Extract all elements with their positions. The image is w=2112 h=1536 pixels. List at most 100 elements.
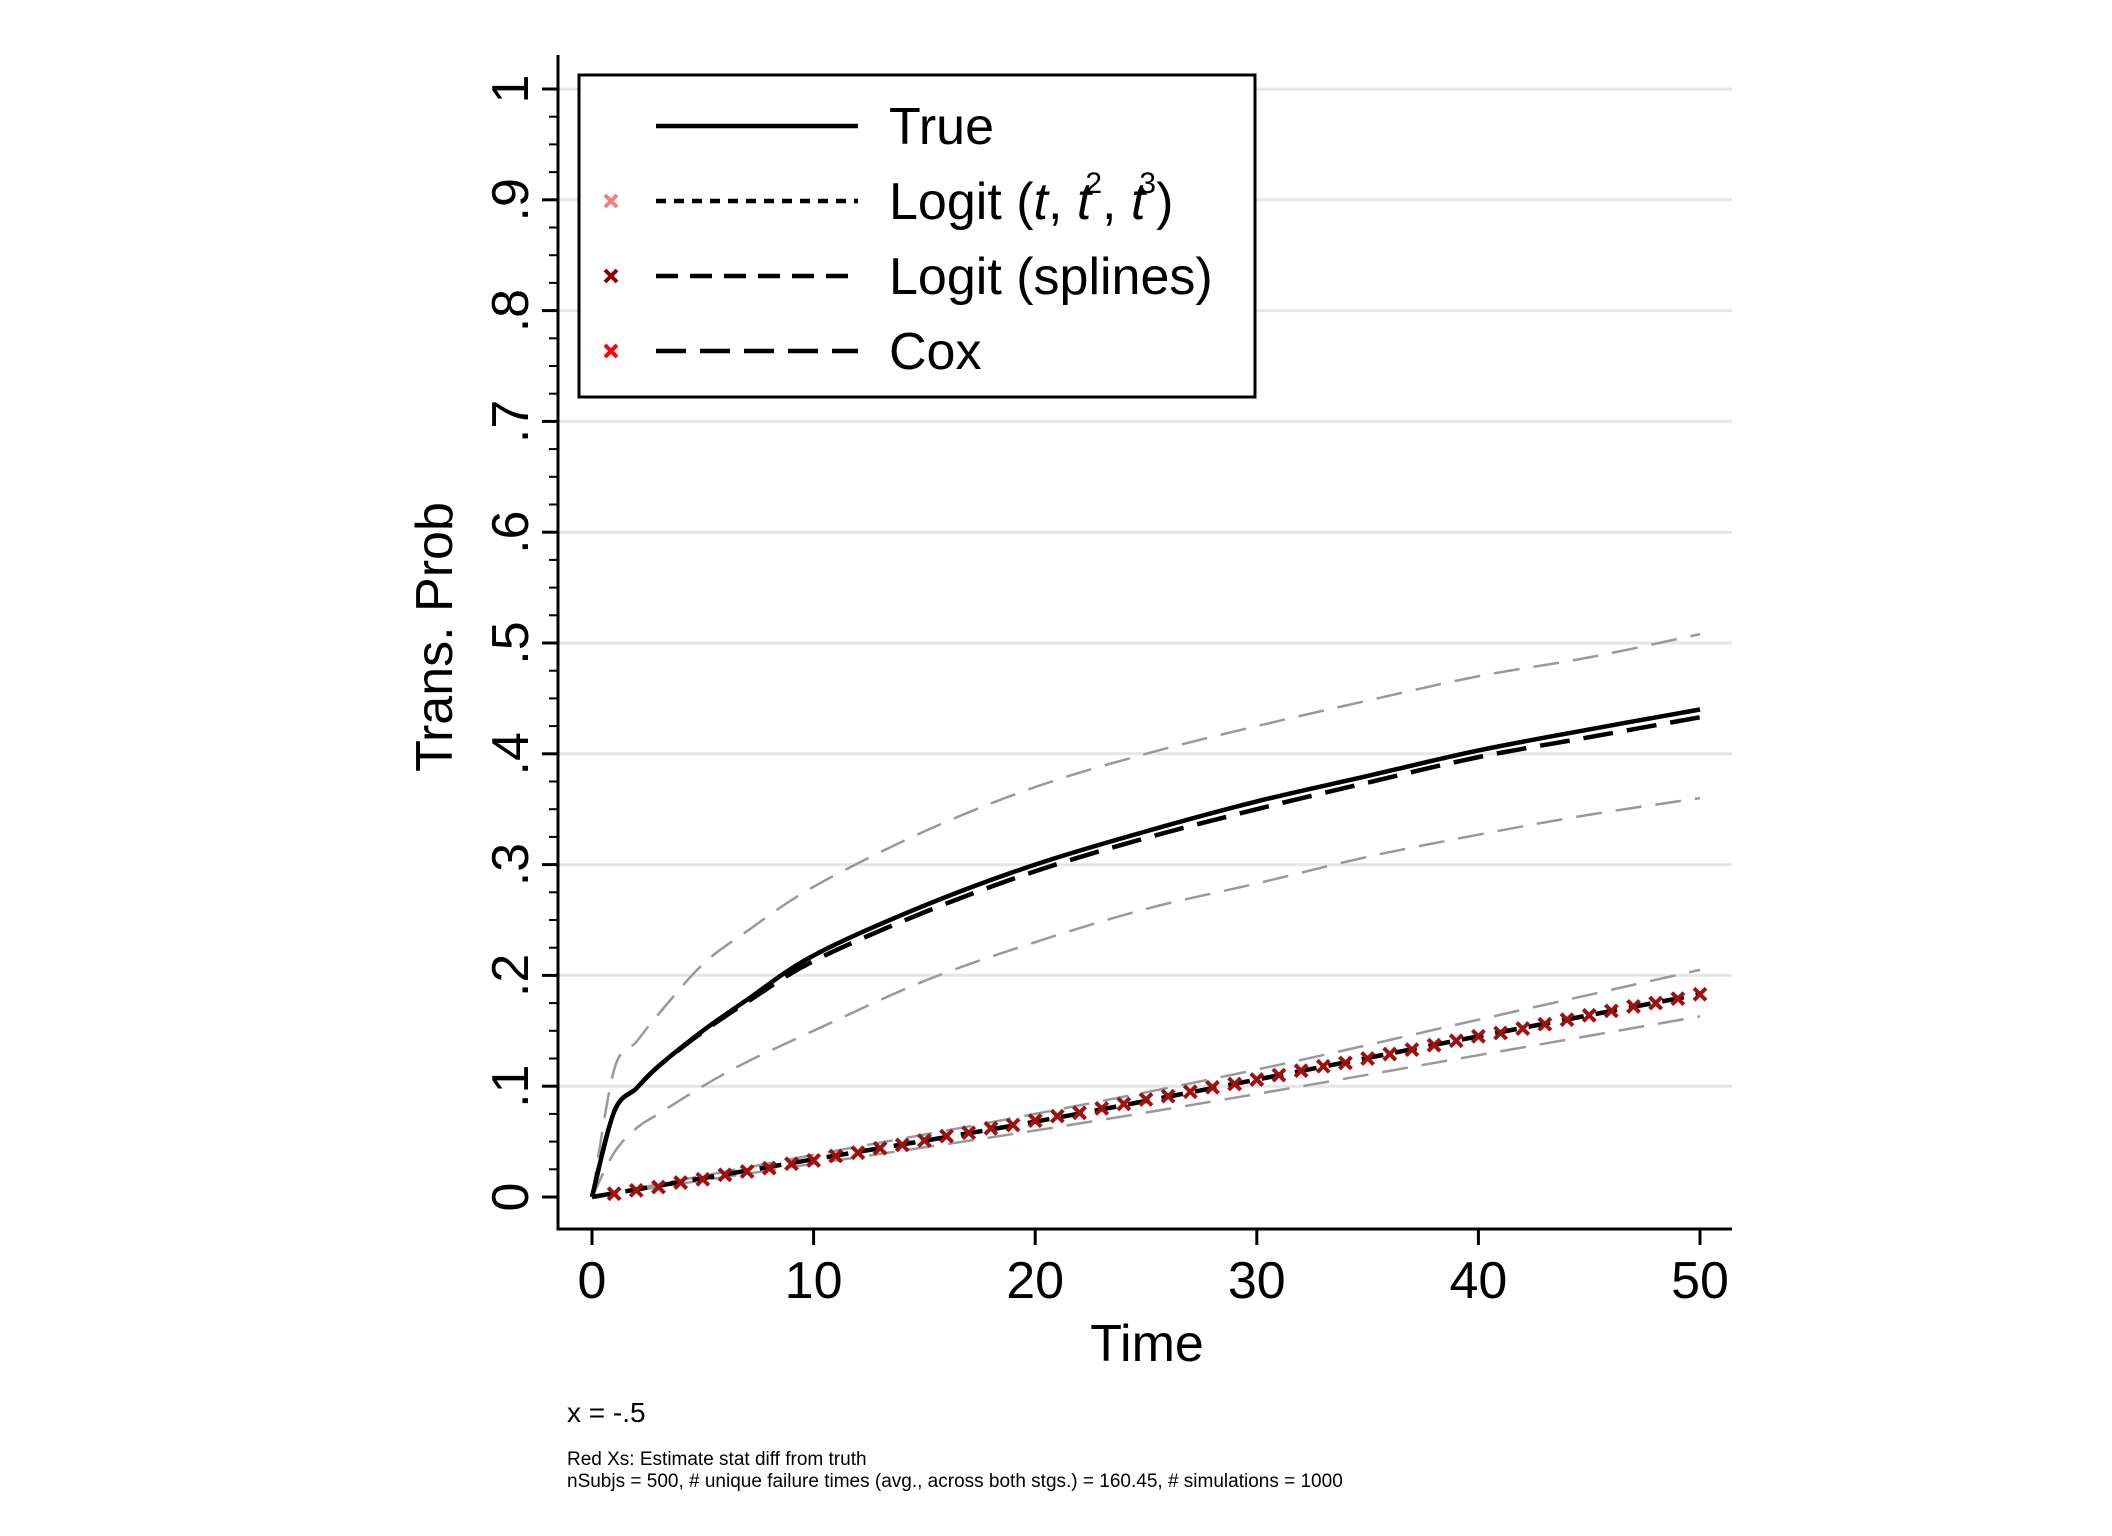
red-x-marker-stroke bbox=[606, 1186, 622, 1202]
series-line-5 bbox=[591, 968, 1701, 1199]
red-x-marker-stroke bbox=[916, 1133, 932, 1148]
red-x-marker-stroke bbox=[1338, 1055, 1353, 1071]
series-line-4 bbox=[591, 992, 1701, 1200]
red-x-marker-stroke bbox=[717, 1167, 733, 1183]
red-x-marker-stroke bbox=[1426, 1037, 1442, 1053]
x-tick-label-4: 40 bbox=[1449, 1252, 1507, 1310]
y-tick-label-0: 0 bbox=[482, 1183, 540, 1212]
red-x-marker bbox=[628, 1182, 644, 1198]
series-line-6 bbox=[591, 1015, 1701, 1199]
red-x-marker-stroke bbox=[961, 1125, 977, 1141]
legend-label-part: t bbox=[1034, 173, 1051, 231]
red-x-marker bbox=[1559, 1012, 1575, 1028]
y-axis-label: Trans. Prob bbox=[406, 502, 464, 772]
y-tick-label-1: .1 bbox=[482, 1065, 540, 1108]
red-x-marker-stroke bbox=[1692, 986, 1708, 1002]
x-tick-label-2: 20 bbox=[1006, 1252, 1064, 1310]
red-x-marker-stroke bbox=[673, 1175, 689, 1191]
red-x-marker bbox=[872, 1140, 888, 1156]
legend-label-part: , bbox=[1102, 173, 1131, 231]
red-x-marker bbox=[651, 1179, 666, 1195]
red-x-marker-stroke bbox=[1537, 1016, 1553, 1032]
red-x-marker-stroke bbox=[1138, 1092, 1154, 1107]
red-x-marker bbox=[717, 1167, 733, 1183]
legend-label-part: t bbox=[1077, 173, 1094, 231]
series-line-2 bbox=[590, 632, 1701, 1198]
y-tick-label-7: .7 bbox=[482, 400, 540, 443]
red-x-marker bbox=[1493, 1025, 1508, 1041]
red-x-marker-stroke bbox=[806, 1153, 822, 1168]
red-x-marker-stroke bbox=[1670, 991, 1686, 1007]
red-x-marker-stroke bbox=[784, 1156, 799, 1172]
red-x-marker bbox=[894, 1137, 910, 1153]
red-x-marker bbox=[761, 1160, 777, 1176]
red-x-marker-stroke bbox=[1116, 1096, 1132, 1112]
y-tick-label-3: .3 bbox=[482, 843, 540, 886]
red-x-marker-stroke bbox=[850, 1145, 866, 1161]
red-x-marker bbox=[1293, 1063, 1309, 1079]
red-x-marker-stroke bbox=[1581, 1007, 1597, 1023]
y-tick-label-9: .9 bbox=[482, 178, 540, 221]
legend-label-0: True bbox=[889, 98, 994, 156]
note-simulation-info: nSubjs = 500, # unique failure times (av… bbox=[567, 1471, 1343, 1492]
red-x-marker-stroke bbox=[1249, 1072, 1265, 1087]
red-x-marker-stroke bbox=[1515, 1021, 1531, 1036]
red-x-marker-stroke bbox=[939, 1128, 954, 1144]
red-x-marker-stroke bbox=[1049, 1108, 1065, 1124]
x-tick-label-1: 10 bbox=[785, 1252, 843, 1310]
legend-marker-1 bbox=[603, 193, 619, 209]
red-x-marker bbox=[1360, 1051, 1376, 1066]
red-x-marker-stroke bbox=[1603, 1003, 1619, 1019]
red-x-marker-stroke bbox=[1448, 1033, 1464, 1049]
red-x-marker-stroke bbox=[1205, 1079, 1220, 1095]
red-x-marker bbox=[1315, 1058, 1331, 1074]
red-x-marker bbox=[1271, 1067, 1287, 1083]
red-x-marker bbox=[1648, 995, 1664, 1011]
red-x-marker bbox=[1227, 1076, 1243, 1092]
red-x-marker bbox=[806, 1153, 822, 1168]
red-x-marker bbox=[1692, 986, 1708, 1002]
red-x-marker-stroke bbox=[1027, 1113, 1043, 1128]
red-x-marker bbox=[1182, 1084, 1198, 1100]
red-x-marker-stroke bbox=[1005, 1117, 1021, 1133]
red-x-marker bbox=[1160, 1088, 1176, 1104]
red-x-marker bbox=[1049, 1108, 1065, 1124]
red-x-marker bbox=[1515, 1021, 1531, 1036]
red-x-marker-stroke bbox=[1360, 1051, 1376, 1066]
red-x-marker bbox=[673, 1175, 689, 1191]
red-x-marker bbox=[1470, 1028, 1486, 1044]
red-x-marker-stroke bbox=[894, 1137, 910, 1153]
red-x-marker-stroke bbox=[1626, 999, 1641, 1014]
red-x-marker-stroke bbox=[761, 1160, 777, 1176]
x-tick-label-0: 0 bbox=[578, 1252, 607, 1310]
red-x-marker bbox=[1205, 1079, 1220, 1095]
red-x-marker-stroke bbox=[1072, 1105, 1087, 1121]
red-x-marker bbox=[983, 1120, 999, 1136]
x-axis-label: Time bbox=[1090, 1315, 1204, 1373]
legend-label-superscript: 3 bbox=[1139, 167, 1156, 200]
legend-marker-2 bbox=[603, 268, 619, 284]
red-x-marker-stroke bbox=[695, 1171, 711, 1187]
red-x-marker bbox=[1382, 1046, 1398, 1062]
red-x-marker-stroke bbox=[1559, 1012, 1575, 1028]
red-x-marker-stroke bbox=[828, 1148, 844, 1164]
red-x-marker bbox=[828, 1148, 844, 1164]
legend-label-superscript: 2 bbox=[1085, 167, 1102, 200]
legend-label-3: Cox bbox=[889, 323, 981, 381]
red-x-marker-stroke bbox=[1493, 1025, 1508, 1041]
y-tick-label-4: .4 bbox=[482, 732, 540, 775]
x-tick-label-5: 50 bbox=[1671, 1252, 1729, 1310]
red-x-marker-stroke bbox=[739, 1164, 755, 1179]
red-x-marker bbox=[1116, 1096, 1132, 1112]
y-tick-label-8: .8 bbox=[482, 289, 540, 332]
note-x-value: x = -.5 bbox=[567, 1397, 646, 1428]
red-x-marker bbox=[1005, 1117, 1021, 1133]
red-x-marker bbox=[916, 1133, 932, 1148]
red-x-marker-stroke bbox=[1293, 1063, 1309, 1079]
red-x-marker-stroke bbox=[628, 1182, 644, 1198]
red-x-marker bbox=[850, 1145, 866, 1161]
red-x-marker bbox=[1338, 1055, 1353, 1071]
y-tick-label-5: .5 bbox=[482, 621, 540, 664]
